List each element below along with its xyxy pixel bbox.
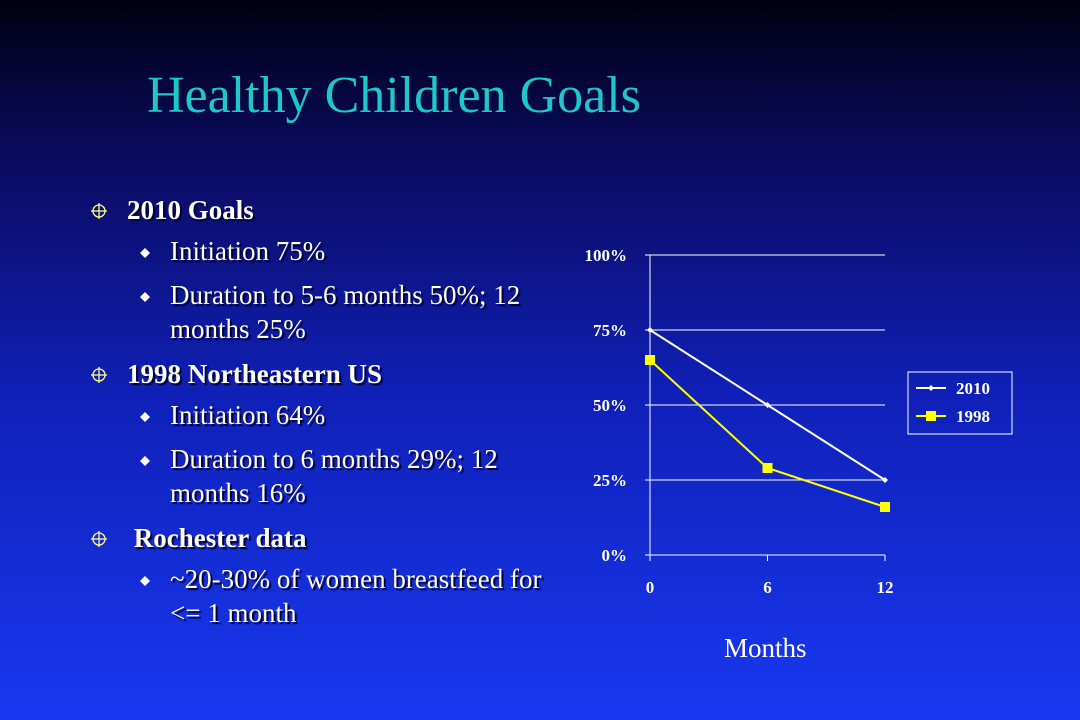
sub-bullet-initiation-1998: Initiation 64% (90, 398, 550, 432)
chart-legend: 2010 1998 (907, 371, 1013, 435)
sub-bullet-text: Duration to 6 months 29%; 12 months 16% (170, 444, 498, 508)
bullet-list: 2010 Goals Initiation 75% Duration to 5-… (90, 192, 550, 640)
y-tick-label: 100% (585, 246, 628, 265)
data-point-1998 (645, 355, 655, 365)
bullet-2010-goals: 2010 Goals (90, 192, 550, 228)
legend-marker-2010 (928, 385, 934, 391)
diamond-bullet-icon (140, 248, 150, 258)
chart-series (645, 327, 890, 512)
x-axis-label: Months (724, 633, 807, 663)
sub-bullet-duration-2010: Duration to 5-6 months 50%; 12 months 25… (90, 278, 550, 346)
diamond-bullet-icon (140, 292, 150, 302)
data-point-1998 (762, 463, 773, 473)
bullet-label: 2010 Goals (127, 195, 254, 225)
breastfeeding-line-chart: 100% 75% 50% 25% 0% 0 6 12 2010 1998 (585, 246, 1013, 597)
diamond-bullet-icon (140, 576, 150, 586)
series-line-1998 (649, 359, 886, 508)
y-tick-label: 25% (593, 471, 627, 490)
legend-label: 2010 (956, 379, 990, 398)
x-tick-label: 6 (763, 578, 772, 597)
slide-title: Healthy Children Goals (147, 67, 641, 124)
y-tick-label: 50% (593, 396, 627, 415)
sub-bullet-text: Initiation 64% (170, 400, 326, 430)
sub-bullet-initiation-2010: Initiation 75% (90, 234, 550, 268)
bullet-label: Rochester data (127, 523, 307, 553)
y-tick-label: 0% (602, 546, 628, 565)
bullet-label: 1998 Northeastern US (127, 359, 382, 389)
x-tick-label: 12 (877, 578, 894, 597)
sub-bullet-text: Duration to 5-6 months 50%; 12 months 25… (170, 280, 521, 344)
sub-bullet-text: ~20-30% of women breastfeed for <= 1 mon… (170, 564, 542, 628)
legend-box (907, 371, 1013, 435)
diamond-bullet-icon (140, 412, 150, 422)
data-point-1998 (880, 502, 890, 512)
data-point-2010 (764, 402, 771, 408)
crosshair-bullet-icon (91, 367, 107, 383)
sub-bullet-text: Initiation 75% (170, 236, 326, 266)
x-tick-label: 0 (646, 578, 655, 597)
diamond-bullet-icon (140, 456, 150, 466)
data-point-2010 (647, 327, 653, 333)
data-point-2010 (882, 477, 888, 483)
x-axis-ticks: 0 6 12 (646, 555, 894, 597)
y-tick-label: 75% (593, 321, 627, 340)
bullet-1998-northeastern: 1998 Northeastern US (90, 356, 550, 392)
sub-bullet-duration-1998: Duration to 6 months 29%; 12 months 16% (90, 442, 550, 510)
bullet-rochester-data: Rochester data (90, 520, 550, 556)
legend-label: 1998 (956, 407, 990, 426)
crosshair-bullet-icon (91, 203, 107, 219)
sub-bullet-rochester: ~20-30% of women breastfeed for <= 1 mon… (90, 562, 550, 630)
y-axis-ticks: 100% 75% 50% 25% 0% (585, 246, 628, 565)
crosshair-bullet-icon (91, 531, 107, 547)
legend-marker-1998 (926, 411, 936, 421)
